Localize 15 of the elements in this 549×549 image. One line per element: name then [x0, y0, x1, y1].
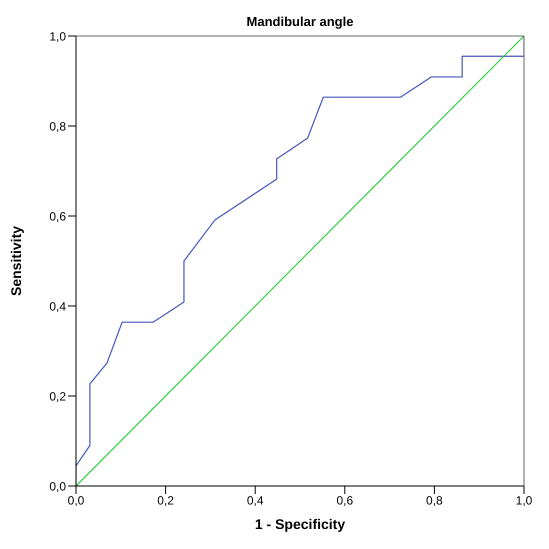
chart-title: Mandibular angle	[246, 14, 354, 29]
x-tick-label: 0,0	[68, 494, 85, 508]
y-tick-label: 0,6	[49, 209, 66, 224]
y-tick-label: 0,8	[49, 119, 66, 134]
y-axis-title: Sensitivity	[8, 226, 24, 296]
y-tick-label: 0,0	[49, 479, 66, 494]
x-axis-title: 1 - Specificity	[254, 516, 346, 532]
x-tick-label: 0,2	[157, 494, 174, 508]
x-tick-label: 0,6	[336, 494, 354, 508]
x-tick-label: 0,8	[426, 494, 444, 508]
y-tick-label: 1,0	[49, 29, 66, 44]
x-tick-label: 0,4	[246, 494, 264, 508]
x-tick-label: 1,0	[516, 494, 533, 508]
y-tick-label: 0,4	[49, 299, 66, 314]
y-tick-label: 0,2	[49, 389, 66, 404]
